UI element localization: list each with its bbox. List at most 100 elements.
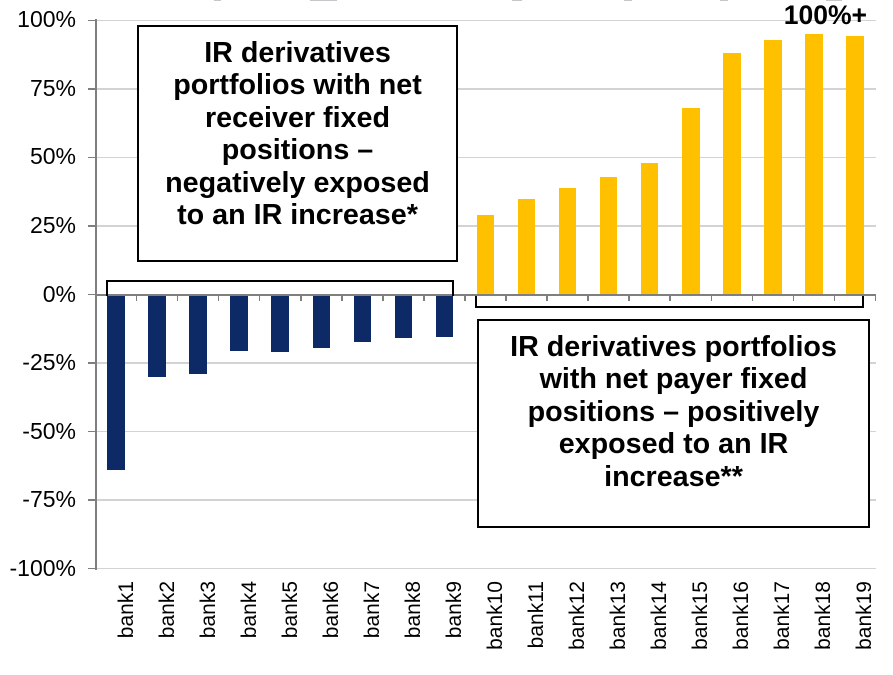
category-tick <box>135 294 138 301</box>
annotation-net-payer: IR derivatives portfolios with net payer… <box>477 319 870 528</box>
y-tick-label-25: 25% <box>29 211 76 238</box>
bar-bank17 <box>764 39 782 295</box>
zero-axis-line <box>95 293 876 296</box>
y-tick-label-75: 75% <box>29 74 76 101</box>
category-tick <box>217 294 220 301</box>
bar-bank16 <box>723 53 741 295</box>
gridline--100 <box>95 567 876 570</box>
category-tick <box>751 294 754 301</box>
y-tick-100 <box>88 19 96 22</box>
cropped-title-remnant <box>214 0 221 2</box>
category-tick <box>792 294 795 301</box>
net-payer-group-bracket <box>475 295 865 308</box>
x-tick-label-bank12: bank12 <box>566 581 590 650</box>
bar-bank18 <box>805 34 823 295</box>
category-tick <box>710 294 713 301</box>
cropped-title-remnant <box>826 0 842 2</box>
category-tick <box>300 294 302 301</box>
y-tick--50 <box>88 430 96 433</box>
cropped-title-remnant <box>720 0 728 2</box>
annotation-net-receiver: IR derivatives portfolios with net recei… <box>137 25 458 262</box>
bar-bank15 <box>682 108 700 295</box>
x-tick-label-bank9: bank9 <box>442 581 466 639</box>
gridline-50 <box>95 156 876 159</box>
category-tick <box>628 294 630 301</box>
y-tick-50 <box>88 156 96 159</box>
y-tick-label--75: -75% <box>22 485 76 512</box>
x-tick-label-bank11: bank11 <box>525 581 549 649</box>
bar-bank2 <box>148 294 166 377</box>
y-tick-label--100: -100% <box>9 554 76 581</box>
cap-label: 100%+ <box>783 0 867 30</box>
y-tick--25 <box>88 362 96 364</box>
net-receiver-group-bracket <box>105 279 454 296</box>
bar-bank14 <box>640 162 659 295</box>
cropped-title-remnant <box>512 0 522 2</box>
annotation-line: IR derivatives portfolios <box>510 331 837 363</box>
category-tick <box>423 294 425 301</box>
bar-bank19 <box>846 35 864 295</box>
x-tick-label-bank13: bank13 <box>607 581 631 650</box>
x-tick-label-bank2: bank2 <box>155 581 179 639</box>
y-tick-label--25: -25% <box>22 348 76 375</box>
x-tick-label-bank19: bank19 <box>853 581 877 650</box>
category-tick <box>833 294 836 301</box>
bar-bank6 <box>312 294 331 348</box>
x-tick-label-bank7: bank7 <box>360 581 384 639</box>
y-tick--75 <box>88 499 96 501</box>
category-tick <box>464 294 466 301</box>
x-tick-label-bank14: bank14 <box>648 581 672 650</box>
x-tick-label-bank6: bank6 <box>319 581 343 639</box>
x-tick-label-bank10: bank10 <box>484 581 507 650</box>
x-tick-label-bank1: bank1 <box>114 581 138 639</box>
annotation-line: IR derivatives <box>204 37 391 69</box>
cropped-title-remnant <box>624 0 632 2</box>
category-tick <box>94 294 97 301</box>
x-tick-label-bank5: bank5 <box>278 581 302 639</box>
bar-bank1 <box>107 294 125 470</box>
annotation-line: negatively exposed <box>165 166 430 199</box>
y-tick-label-100: 100% <box>17 6 76 33</box>
x-tick-label-bank8: bank8 <box>401 581 425 639</box>
x-tick-label-bank4: bank4 <box>237 581 261 639</box>
bar-bank5 <box>271 294 289 353</box>
annotation-line: increase** <box>604 460 743 493</box>
bar-bank12 <box>558 187 577 295</box>
y-tick-label-0: 0% <box>42 280 76 307</box>
x-tick-label-bank18: bank18 <box>812 581 836 650</box>
x-tick-label-bank17: bank17 <box>771 581 795 650</box>
category-tick <box>669 294 671 301</box>
gridline-75 <box>95 88 876 90</box>
cropped-title-remnant <box>310 0 337 2</box>
annotation-line: receiver fixed <box>205 101 390 134</box>
gridline-100 <box>95 19 876 22</box>
y-tick-75 <box>88 88 96 90</box>
annotation-line: portfolios with net <box>173 69 422 102</box>
category-tick <box>341 294 343 301</box>
bar-bank10 <box>476 215 495 295</box>
annotation-line: exposed to an IR <box>558 428 789 461</box>
x-tick-label-bank15: bank15 <box>689 581 713 650</box>
bar-bank7 <box>353 294 372 343</box>
category-tick <box>258 294 261 301</box>
bar-bank13 <box>599 176 618 295</box>
bar-bank3 <box>189 294 207 374</box>
y-tick-25 <box>88 225 96 227</box>
category-tick <box>505 294 507 301</box>
annotation-line: with net payer fixed <box>539 363 808 396</box>
y-tick-label-50: 50% <box>29 143 76 170</box>
annotation-line: to an IR increase* <box>177 199 418 232</box>
category-tick <box>382 294 384 301</box>
x-tick-label-bank3: bank3 <box>196 581 220 639</box>
bar-bank9 <box>435 294 454 337</box>
bar-bank8 <box>394 294 413 339</box>
category-tick <box>546 294 548 301</box>
category-tick <box>874 294 877 301</box>
category-tick <box>176 294 179 301</box>
x-tick-label-bank16: bank16 <box>730 581 754 650</box>
annotation-line: positions – positively <box>527 395 820 428</box>
bar-bank4 <box>230 294 248 351</box>
annotation-line: positions – <box>221 134 374 167</box>
y-tick-0 <box>88 293 96 296</box>
